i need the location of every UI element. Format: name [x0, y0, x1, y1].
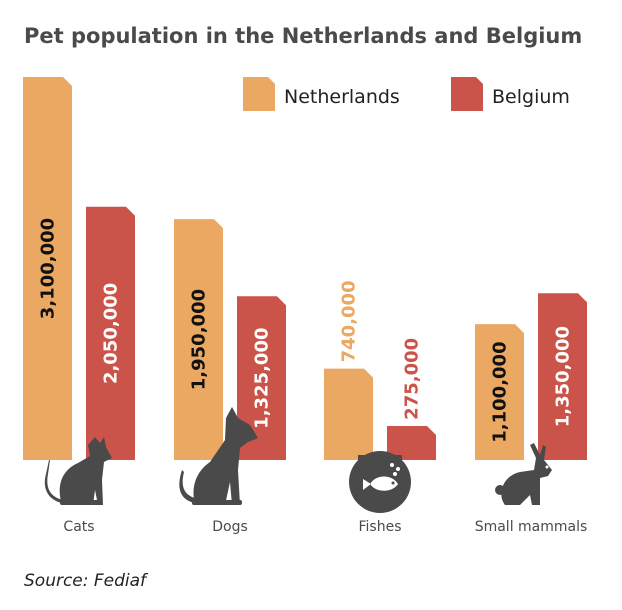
value-label-fishes-belgium: 275,000: [402, 338, 423, 420]
category-label: Cats: [63, 519, 94, 535]
bar-fishes-belgium: [387, 426, 436, 460]
category-icons: [44, 407, 552, 513]
legend-swatch-belgium: [451, 77, 483, 111]
bar-fishes-netherlands: [324, 368, 373, 460]
value-label-cats-belgium: 2,050,000: [101, 283, 122, 384]
category-label: Small mammals: [475, 519, 588, 535]
legend-swatch-netherlands: [243, 77, 275, 111]
bars: 3,100,000 2,050,000 1,950,000 1,325,000 740,…: [23, 77, 587, 460]
category-labels: Cats Dogs Fishes Small mammals: [63, 519, 587, 535]
value-label-small-mammals-belgium: 1,350,000: [553, 326, 574, 427]
legend: Netherlands Belgium: [243, 77, 570, 111]
value-label-small-mammals-netherlands: 1,100,000: [490, 341, 511, 442]
bar-cats-belgium: [86, 206, 135, 460]
bar-cats-netherlands: [23, 77, 72, 460]
legend-label-belgium: Belgium: [492, 86, 570, 108]
cat-icon: [44, 437, 112, 505]
source-note: Source: Fediaf: [24, 571, 149, 591]
fishbowl-icon: [349, 451, 411, 513]
bar-dogs-netherlands: [174, 219, 223, 460]
category-label: Dogs: [212, 519, 248, 535]
value-label-cats-netherlands: 3,100,000: [38, 218, 59, 319]
bar-small-mammals-netherlands: [475, 324, 524, 460]
bar-dogs-belgium: [237, 296, 286, 460]
value-label-fishes-netherlands: 740,000: [339, 280, 360, 362]
value-label-dogs-netherlands: 1,950,000: [189, 289, 210, 390]
dog-icon: [179, 407, 258, 505]
bar-small-mammals-belgium: [538, 293, 587, 460]
legend-label-netherlands: Netherlands: [284, 86, 400, 108]
value-label-dogs-belgium: 1,325,000: [252, 327, 273, 428]
rabbit-icon: [495, 443, 552, 505]
category-label: Fishes: [359, 519, 402, 535]
chart-title: Pet population in the Netherlands and Be…: [24, 24, 582, 48]
